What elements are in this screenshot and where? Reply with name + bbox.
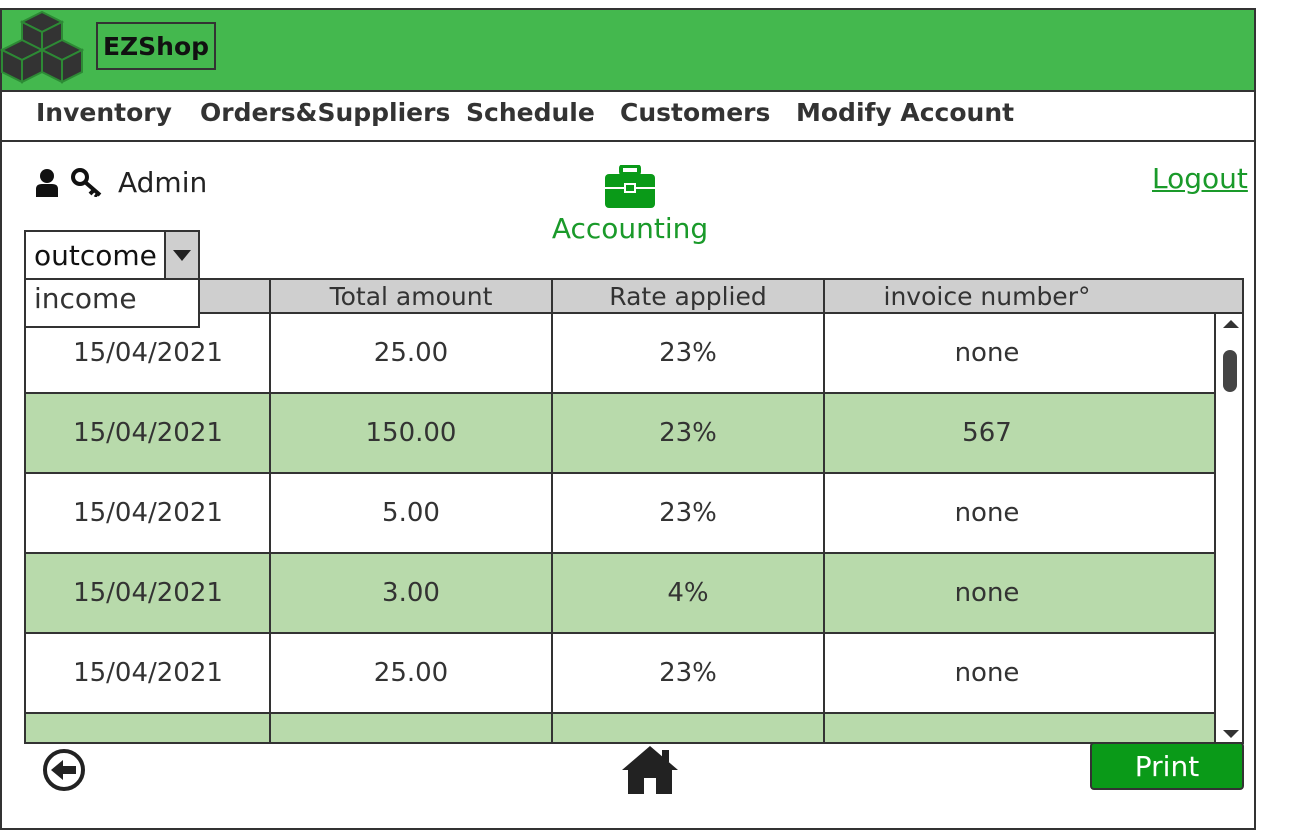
logout-link[interactable]: Logout (1152, 162, 1248, 195)
table-header: Total amount Rate applied invoice number… (26, 280, 1242, 314)
table-scrollbar[interactable] (1214, 314, 1242, 742)
select-toggle-button[interactable] (164, 232, 198, 278)
table-row[interactable]: 15/04/2021 150.00 23% 567 (26, 394, 1214, 474)
cell-invoice-number: none (954, 658, 1020, 688)
column-divider (551, 280, 553, 742)
select-value: outcome (34, 238, 157, 272)
table-row[interactable] (26, 714, 1214, 742)
nav-item-orders-suppliers[interactable]: Orders&Suppliers (200, 98, 451, 127)
cell-total-amount: 5.00 (382, 498, 440, 528)
cell-date: 15/04/2021 (73, 338, 223, 368)
home-icon[interactable] (620, 744, 680, 796)
accounting-table: Total amount Rate applied invoice number… (24, 278, 1244, 744)
nav-item-schedule[interactable]: Schedule (466, 98, 595, 127)
cell-invoice-number: none (954, 578, 1020, 608)
briefcase-icon (605, 165, 655, 208)
cubes-logo-icon (0, 10, 85, 84)
cell-date (26, 714, 270, 742)
cell-rate-applied (552, 714, 824, 742)
cell-invoice-number (824, 714, 1150, 742)
cell-total-amount: 3.00 (382, 578, 440, 608)
select-option-income[interactable]: income (34, 282, 137, 315)
nav-item-customers[interactable]: Customers (620, 98, 771, 127)
cell-total-amount: 150.00 (365, 418, 457, 448)
cell-total-amount (270, 714, 552, 742)
key-icon (71, 168, 102, 197)
main-nav: Inventory Orders&Suppliers Schedule Cust… (0, 92, 1256, 142)
user-name: Admin (118, 165, 208, 199)
column-header-total-amount[interactable]: Total amount (329, 281, 493, 311)
scroll-down-arrow-icon[interactable] (1223, 730, 1239, 738)
cell-rate-applied: 4% (667, 578, 709, 608)
select-options-menu: income (24, 280, 200, 328)
table-row[interactable]: 15/04/2021 25.00 23% none (26, 314, 1214, 394)
nav-item-inventory[interactable]: Inventory (36, 98, 172, 127)
column-header-invoice-number[interactable]: invoice number° (883, 281, 1091, 311)
cell-invoice-number: 567 (962, 418, 1012, 448)
table-row[interactable]: 15/04/2021 3.00 4% none (26, 554, 1214, 634)
table-row[interactable]: 15/04/2021 25.00 23% none (26, 634, 1214, 714)
cell-date: 15/04/2021 (73, 658, 223, 688)
print-button[interactable]: Print (1090, 742, 1244, 790)
cell-date: 15/04/2021 (73, 498, 223, 528)
user-info: Admin (34, 164, 207, 200)
back-arrow-icon[interactable] (42, 748, 86, 792)
cell-rate-applied: 23% (659, 658, 717, 688)
column-divider (269, 280, 271, 742)
nav-item-modify-account[interactable]: Modify Account (796, 98, 1015, 127)
cell-rate-applied: 23% (659, 338, 717, 368)
cell-total-amount: 25.00 (373, 338, 449, 368)
table-row[interactable]: 15/04/2021 5.00 23% none (26, 474, 1214, 554)
cell-invoice-number: none (954, 338, 1020, 368)
cell-rate-applied: 23% (659, 418, 717, 448)
cell-rate-applied: 23% (659, 498, 717, 528)
cell-date: 15/04/2021 (73, 578, 223, 608)
page-title: Accounting (551, 212, 709, 245)
brand-name: EZShop (96, 22, 216, 70)
scroll-up-arrow-icon[interactable] (1223, 320, 1239, 328)
cell-invoice-number: none (954, 498, 1020, 528)
cell-date: 15/04/2021 (73, 418, 223, 448)
chevron-down-icon (173, 250, 191, 261)
type-filter-select[interactable]: outcome (24, 230, 200, 280)
column-header-rate-applied[interactable]: Rate applied (609, 281, 767, 311)
cell-total-amount: 25.00 (373, 658, 449, 688)
user-icon (36, 169, 58, 197)
column-divider (823, 280, 825, 742)
scrollbar-thumb[interactable] (1223, 350, 1237, 392)
